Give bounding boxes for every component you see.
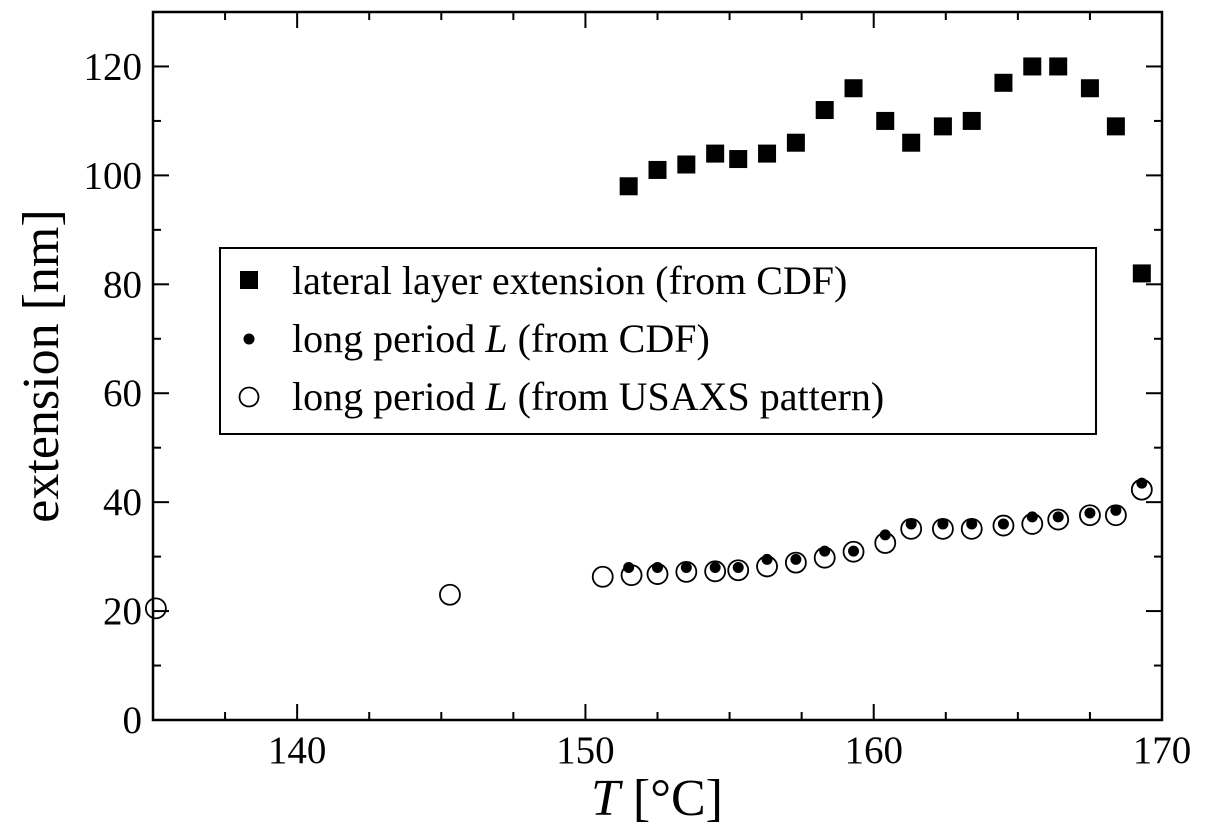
x-axis-variable: T bbox=[591, 770, 623, 825]
open-circle-marker bbox=[591, 565, 614, 588]
y-tick-label: 40 bbox=[103, 481, 142, 524]
x-tick-label: 160 bbox=[844, 729, 903, 772]
open-circle-marker bbox=[727, 559, 750, 582]
square-marker bbox=[962, 111, 981, 130]
y-axis-title: extension [nm] bbox=[13, 209, 70, 522]
dot-marker bbox=[709, 562, 721, 574]
x-axis-unit: [°C] bbox=[620, 770, 723, 825]
data-markers bbox=[144, 57, 1153, 620]
tick-labels: 140 150 160 170 0 20 40 60 80 100 120 bbox=[84, 45, 1192, 772]
y-tick-label: 20 bbox=[103, 590, 142, 633]
square-marker bbox=[648, 160, 667, 179]
open-circle-marker bbox=[1047, 508, 1070, 531]
open-circle-marker bbox=[784, 551, 807, 574]
square-marker bbox=[619, 177, 638, 196]
legend-box bbox=[219, 247, 1097, 435]
open-circle-marker bbox=[439, 583, 461, 606]
open-circle-marker bbox=[704, 560, 727, 583]
dot-marker bbox=[819, 545, 831, 557]
x-tick-label: 150 bbox=[556, 729, 615, 772]
legend-marker-square bbox=[240, 271, 258, 289]
square-marker bbox=[1106, 117, 1125, 136]
square-marker bbox=[677, 155, 696, 174]
dot-marker bbox=[790, 553, 802, 565]
dot-marker bbox=[1136, 477, 1148, 489]
dot-marker bbox=[1084, 507, 1096, 519]
dot-marker bbox=[905, 518, 917, 530]
open-circle-marker bbox=[144, 597, 167, 620]
y-tick-label: 0 bbox=[123, 699, 143, 742]
square-marker bbox=[1080, 79, 1099, 98]
dot-marker bbox=[879, 529, 891, 541]
square-marker bbox=[994, 73, 1013, 92]
open-circle-marker bbox=[1079, 504, 1101, 527]
y-tick-label: 100 bbox=[84, 154, 143, 197]
legend-marker-dot bbox=[243, 333, 255, 345]
dot-marker bbox=[848, 545, 860, 557]
square-marker bbox=[844, 79, 863, 98]
axis-ticks bbox=[152, 11, 1163, 721]
x-tick-label: 170 bbox=[1133, 729, 1192, 772]
square-marker bbox=[1132, 264, 1151, 283]
legend-label-long-period-usaxs: long period L (from USAXS pattern) bbox=[292, 374, 884, 419]
dot-marker bbox=[997, 518, 1009, 530]
dot-marker bbox=[1052, 511, 1064, 523]
legend: lateral layer extension (from CDF) long … bbox=[219, 247, 1097, 435]
square-marker bbox=[876, 111, 895, 130]
square-marker bbox=[1049, 57, 1068, 76]
square-marker bbox=[758, 144, 777, 163]
dot-marker bbox=[761, 553, 773, 565]
open-circle-marker bbox=[675, 560, 698, 583]
legend-label-long-period-cdf: long period L (from CDF) bbox=[292, 316, 710, 361]
dot-marker bbox=[623, 562, 635, 574]
square-marker bbox=[933, 117, 952, 136]
square-marker bbox=[706, 144, 725, 163]
square-marker bbox=[902, 133, 921, 152]
y-tick-label: 120 bbox=[84, 45, 143, 88]
dot-marker bbox=[966, 518, 978, 530]
legend-label-lateral: lateral layer extension (from CDF) bbox=[292, 258, 847, 303]
dot-marker bbox=[1026, 511, 1038, 523]
y-tick-label: 60 bbox=[103, 372, 142, 415]
dot-marker bbox=[680, 562, 692, 574]
y-tick-label: 80 bbox=[103, 263, 142, 306]
square-marker bbox=[729, 150, 748, 169]
dot-marker bbox=[732, 562, 744, 574]
x-tick-label: 140 bbox=[268, 729, 327, 772]
square-marker bbox=[786, 133, 805, 152]
dot-marker bbox=[937, 518, 949, 530]
x-axis-title: T [°C] bbox=[591, 770, 723, 825]
legend-marker-open-circle bbox=[238, 386, 260, 408]
open-circle-marker bbox=[992, 514, 1015, 537]
dot-marker bbox=[652, 562, 663, 574]
dot-marker bbox=[1110, 504, 1122, 516]
square-marker bbox=[1023, 57, 1042, 76]
square-marker bbox=[815, 101, 834, 120]
open-circle-marker bbox=[842, 540, 865, 563]
